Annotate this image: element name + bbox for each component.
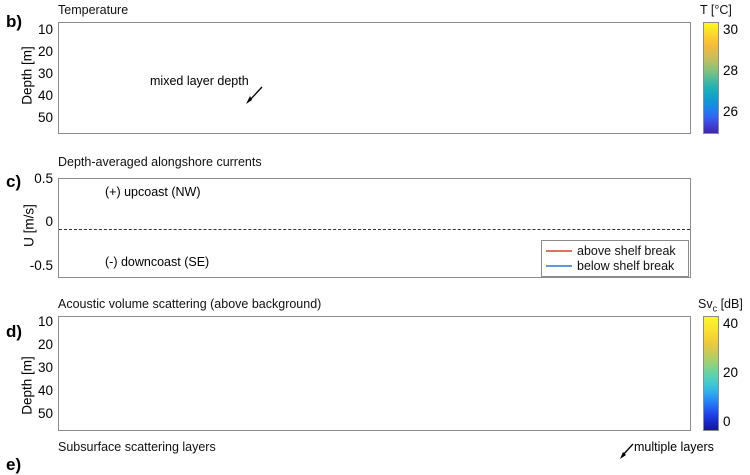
panel-b-colorbar-tick-30: 30 <box>723 22 739 37</box>
legend-item-below-shelf-break: below shelf break <box>546 258 683 273</box>
panel-e-layer-bars <box>58 458 691 470</box>
panel-d-colorbar-title-unit: [dB] <box>717 297 743 311</box>
panel-b-colorbar-tick-26: 26 <box>723 104 739 119</box>
panel-d-title: Acoustic volume scattering (above backgr… <box>58 297 322 311</box>
panel-e-letter: e) <box>6 455 22 474</box>
panel-d-colorbar <box>703 316 719 431</box>
panel-b-title: Temperature <box>58 3 129 17</box>
panel-d-ytick-40: 40 <box>37 383 53 398</box>
legend-label-below-shelf-break: below shelf break <box>577 258 675 273</box>
panel-c-ytick-0: 0 <box>45 214 53 229</box>
panel-d-colorbar-tick-0: 0 <box>723 414 731 429</box>
panel-b-plot-area <box>58 22 691 134</box>
panel-b-colorbar-tick-28: 28 <box>723 63 739 78</box>
legend-swatch-below-shelf-break <box>546 264 572 267</box>
panel-d-colorbar-title-sub: c <box>712 303 718 314</box>
panel-c-ytick-neg05: -0.5 <box>29 258 53 273</box>
panel-d-letter: d) <box>6 322 23 341</box>
legend-item-above-shelf-break: above shelf break <box>546 243 683 258</box>
upcoast-annotation: (+) upcoast (NW) <box>105 185 201 199</box>
legend-swatch-above-shelf-break <box>546 249 572 252</box>
panel-d-ytick-10: 10 <box>37 314 53 329</box>
panel-d-ytick-50: 50 <box>37 406 53 421</box>
mixed-layer-depth-annotation: mixed layer depth <box>150 74 249 88</box>
panel-d-scattering-heatmap <box>59 317 690 430</box>
multiple-layers-annotation: multiple layers <box>634 440 714 454</box>
panel-b-letter: b) <box>6 12 23 31</box>
panel-b-colorbar-title: T [°C] <box>700 3 732 17</box>
panel-c-zero-line <box>59 229 690 230</box>
mixed-layer-depth-arrow-icon <box>246 86 263 104</box>
panel-b-ytick-30: 30 <box>37 66 53 81</box>
legend-label-above-shelf-break: above shelf break <box>577 243 676 258</box>
panel-d-ytick-30: 30 <box>37 360 53 375</box>
panel-c-legend: above shelf break below shelf break <box>541 240 689 277</box>
panel-b-colorbar <box>703 22 719 134</box>
panel-d-plot-area <box>58 316 691 431</box>
panel-b-ytick-20: 20 <box>37 44 53 59</box>
panel-d-colorbar-tick-20: 20 <box>723 365 739 380</box>
panel-b-ytick-10: 10 <box>37 22 53 37</box>
panel-c-letter: c) <box>6 172 22 191</box>
multiple-layers-arrow-icon <box>620 443 634 459</box>
panel-d-colorbar-title: Svc [dB] <box>698 297 743 314</box>
downcoast-annotation: (-) downcoast (SE) <box>105 255 210 269</box>
panel-e-title: Subsurface scattering layers <box>58 440 216 454</box>
panel-c-title: Depth-averaged alongshore currents <box>58 155 262 169</box>
panel-d-colorbar-title-main: Sv <box>698 297 713 311</box>
panel-b-ytick-40: 40 <box>37 88 53 103</box>
panel-d-ytick-20: 20 <box>37 337 53 352</box>
panel-d-colorbar-tick-40: 40 <box>723 316 739 331</box>
panel-c-ytick-05: 0.5 <box>34 171 53 186</box>
panel-b-ytick-50: 50 <box>37 110 53 125</box>
